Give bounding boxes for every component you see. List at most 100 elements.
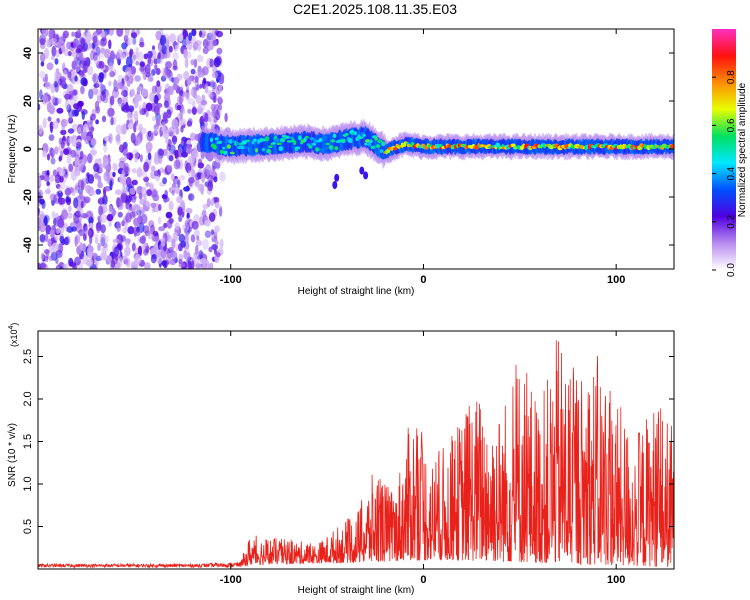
noise-speckle — [135, 188, 140, 195]
band-core — [275, 137, 280, 143]
noise-speckle — [60, 182, 66, 190]
band-feature — [359, 166, 365, 175]
noise-speckle — [67, 71, 72, 79]
y-tick-label: 0.5 — [22, 519, 34, 534]
band-core — [264, 136, 270, 142]
noise-speckle — [147, 152, 152, 161]
band-core — [225, 139, 230, 144]
band-feature — [363, 171, 369, 180]
band-core — [337, 139, 343, 143]
noise-speckle — [44, 233, 49, 243]
colorbar-label: Normalized spectral amplitude — [737, 82, 748, 217]
band-core — [393, 147, 398, 151]
noise-speckle — [79, 52, 84, 61]
noise-speckle — [66, 41, 72, 50]
noise-speckle — [178, 258, 183, 265]
noise-speckle — [115, 124, 123, 135]
noise-speckle — [86, 57, 91, 68]
noise-speckle — [50, 83, 56, 94]
noise-speckle — [74, 236, 78, 247]
noise-speckle — [133, 110, 139, 122]
noise-speckle — [99, 72, 105, 80]
noise-speckle — [215, 252, 221, 258]
noise-speckle — [207, 181, 214, 192]
noise-speckle — [132, 36, 137, 45]
y-tick-label: -20 — [22, 189, 34, 205]
noise-speckle — [81, 110, 86, 120]
noise-speckle — [51, 95, 56, 104]
band-core — [251, 141, 255, 145]
noise-speckle — [134, 157, 138, 163]
noise-speckle — [183, 48, 188, 59]
noise-speckle — [156, 80, 161, 87]
noise-speckle — [178, 233, 186, 243]
noise-speckle — [168, 155, 174, 162]
noise-speckle — [194, 153, 200, 160]
noise-speckle — [168, 45, 173, 53]
noise-speckle — [202, 66, 209, 76]
noise-speckle — [166, 234, 173, 243]
noise-speckle — [186, 212, 190, 219]
noise-speckle — [64, 188, 72, 196]
noise-speckle — [204, 83, 209, 94]
noise-speckle — [151, 85, 158, 94]
noise-speckle — [206, 198, 211, 208]
noise-speckle — [130, 88, 135, 97]
noise-speckle — [96, 227, 100, 234]
noise-speckle — [191, 220, 199, 230]
noise-speckle — [174, 149, 180, 160]
band-core — [272, 142, 276, 145]
noise-speckle — [143, 53, 149, 60]
noise-speckle — [178, 95, 183, 105]
noise-speckle — [171, 118, 179, 130]
noise-speckle — [155, 68, 161, 75]
x-tick-label: 0 — [420, 274, 426, 286]
noise-speckle — [100, 224, 106, 234]
noise-speckle — [161, 72, 169, 80]
noise-speckle — [202, 203, 209, 210]
band-core — [375, 144, 381, 149]
band-core — [308, 145, 313, 149]
noise-speckle — [141, 88, 149, 97]
noise-speckle — [62, 30, 69, 39]
noise-speckle — [171, 190, 175, 196]
noise-speckle — [72, 89, 78, 96]
noise-speckle — [166, 143, 171, 151]
noise-speckle — [67, 205, 72, 213]
noise-speckle — [107, 107, 115, 117]
colorbar-gradient — [712, 29, 736, 270]
noise-speckle — [57, 190, 63, 198]
noise-speckle — [208, 29, 213, 37]
band-core — [222, 146, 226, 150]
noise-speckle — [209, 93, 214, 100]
noise-speckle — [168, 186, 176, 194]
band-feature — [332, 181, 338, 189]
noise-speckle — [134, 253, 142, 265]
band-core — [259, 137, 265, 142]
noise-speckle — [198, 30, 203, 37]
noise-speckle — [39, 42, 46, 50]
band-core — [214, 137, 219, 141]
noise-speckle — [90, 113, 96, 121]
noise-speckle — [132, 54, 137, 61]
band-core — [266, 148, 272, 154]
noise-speckle — [46, 38, 52, 48]
band-core — [321, 135, 327, 141]
noise-speckle — [139, 154, 143, 163]
noise-speckle — [64, 93, 72, 100]
noise-speckle — [48, 255, 54, 262]
band-core — [238, 142, 243, 146]
noise-speckle — [74, 155, 80, 167]
noise-speckle — [178, 243, 183, 252]
noise-speckle — [61, 121, 66, 131]
noise-speckle — [144, 64, 151, 74]
noise-speckle — [216, 162, 221, 169]
noise-speckle — [90, 138, 97, 146]
noise-speckle — [178, 215, 183, 222]
noise-speckle — [147, 54, 152, 65]
noise-speckle — [159, 167, 165, 173]
noise-speckle — [122, 185, 126, 194]
noise-speckle — [194, 178, 200, 188]
noise-speckle — [103, 171, 111, 182]
